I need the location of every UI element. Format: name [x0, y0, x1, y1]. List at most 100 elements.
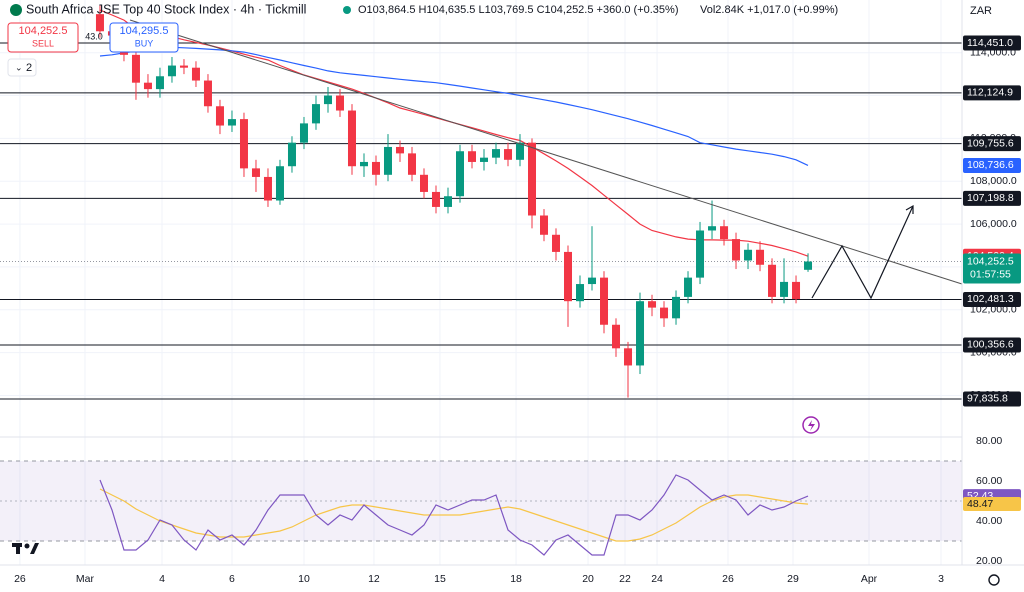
header: South Africa JSE Top 40 Stock Index · 4h… — [7, 2, 992, 77]
spread: 43.0 — [85, 31, 103, 41]
candle-body — [347, 110, 356, 167]
candle-body — [455, 151, 464, 197]
plot-area — [0, 0, 962, 565]
trend-line — [129, 19, 963, 285]
level-tag: 109,755.6 — [967, 137, 1014, 149]
chevron: ⌄ — [15, 62, 23, 72]
y-tick-label: 106,000.0 — [970, 218, 1017, 230]
rsi-tick-label: 80.00 — [976, 435, 1002, 447]
x-tick-label: 20 — [582, 573, 594, 585]
candle-body — [672, 296, 681, 319]
candle-body — [624, 348, 633, 366]
arrow-head — [905, 204, 914, 214]
candle-body — [492, 149, 501, 158]
settings-icon[interactable] — [988, 574, 1000, 586]
x-tick-label: 6 — [229, 573, 235, 585]
sell-label: SELL — [32, 38, 54, 48]
candle-body — [732, 239, 741, 261]
indicator-toggle[interactable] — [7, 58, 37, 77]
level-tag-bg — [963, 190, 1021, 206]
sell-button[interactable] — [7, 22, 79, 53]
candle-body — [323, 95, 332, 105]
x-tick-label: 18 — [510, 573, 522, 585]
logo-part — [16, 543, 20, 554]
candle-body — [600, 277, 609, 325]
rsi-tick-label: 20.00 — [976, 555, 1002, 567]
candle-body — [792, 281, 801, 300]
rsi-ma-tag: 48.47 — [967, 498, 993, 510]
candle-body — [480, 157, 489, 162]
candle-body — [275, 166, 284, 201]
candle-body — [564, 251, 573, 302]
candle-body — [804, 261, 813, 270]
status-dot — [343, 6, 351, 14]
candle-body — [552, 234, 561, 252]
sell-price: 104,252.5 — [19, 25, 68, 37]
x-tick-label: 22 — [619, 573, 631, 585]
candle-body — [528, 142, 537, 216]
buy-button[interactable] — [109, 22, 179, 53]
chart-title: South Africa JSE Top 40 Stock Index · 4h… — [26, 2, 306, 16]
buy-label: BUY — [135, 38, 154, 48]
level-tag: 107,198.8 — [967, 192, 1014, 204]
rsi-ma-tag-bg — [963, 497, 1021, 512]
candle-body — [660, 307, 669, 319]
x-tick-label: 26 — [14, 573, 26, 585]
event-bolt — [808, 420, 815, 431]
volume-text: Vol2.84K +1,017.0 (+0.99%) — [700, 4, 838, 16]
rsi-tick-label: 40.00 — [976, 515, 1002, 527]
currency: ZAR — [970, 5, 992, 17]
level-tag-bg — [963, 291, 1021, 307]
candle-body — [588, 277, 597, 285]
ma-tag-bg — [963, 157, 1021, 173]
logo-part — [24, 543, 30, 549]
candle-body — [383, 146, 392, 175]
candle-body — [636, 301, 645, 366]
candle-body — [155, 76, 164, 90]
candle-body — [203, 80, 212, 107]
candle-body — [359, 161, 368, 167]
candle-body — [167, 65, 176, 77]
candle-body — [443, 196, 452, 207]
candle-body — [744, 249, 753, 261]
candle-body — [684, 277, 693, 297]
logo — [12, 543, 39, 554]
price-tag-bg — [963, 253, 1021, 284]
candle-body — [720, 226, 729, 240]
x-tick-label: 3 — [938, 573, 944, 585]
candle-body — [419, 174, 428, 192]
candle-body — [648, 301, 657, 308]
level-tag-bg — [963, 35, 1021, 51]
candle-body — [131, 54, 140, 83]
candle-body — [215, 106, 224, 126]
candle-body — [696, 230, 705, 278]
candle-body — [504, 149, 513, 160]
axis-labels: 98,000.0100,000.0102,000.0104,000.0106,0… — [14, 35, 1021, 585]
candle-body — [540, 215, 549, 235]
x-tick-label: 12 — [368, 573, 380, 585]
ma-tag: 108,736.6 — [967, 159, 1014, 171]
level-tag-bg — [963, 136, 1021, 152]
rsi-line — [99, 474, 809, 556]
flag-icon — [10, 4, 22, 16]
candle-body — [227, 119, 236, 126]
buy-price: 104,295.5 — [120, 25, 169, 37]
x-tick-label: 24 — [651, 573, 663, 585]
level-tag: 100,356.6 — [967, 339, 1014, 351]
rsi-ma-line — [99, 488, 809, 542]
y-tick-label: 108,000.0 — [970, 175, 1017, 187]
indicator-count: 2 — [26, 62, 32, 74]
event-icon[interactable] — [802, 416, 820, 434]
level-tag: 102,481.3 — [967, 293, 1014, 305]
candle-body — [516, 142, 525, 160]
candle-body — [95, 14, 104, 32]
level-tag: 114,451.0 — [967, 37, 1013, 49]
x-tick-label: 10 — [298, 573, 310, 585]
candle-body — [576, 284, 585, 302]
x-tick-label: 4 — [159, 573, 165, 585]
candle-body — [191, 67, 200, 81]
x-tick-label: 15 — [434, 573, 446, 585]
